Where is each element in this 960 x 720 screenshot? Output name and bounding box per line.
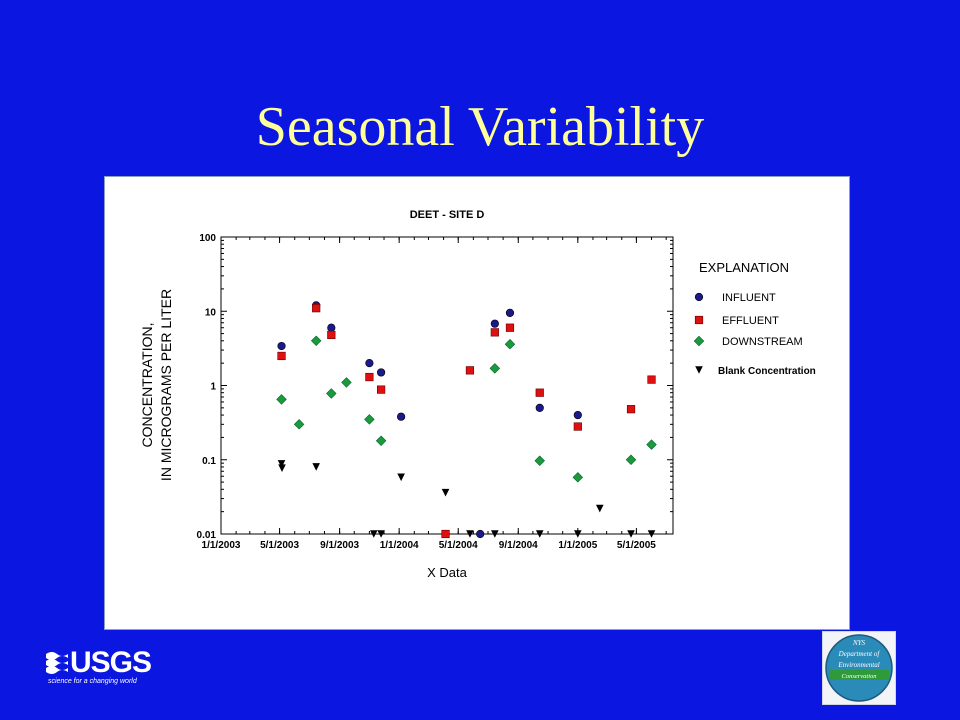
effluent-point (535, 388, 544, 397)
x-tick-label: 9/1/2004 (499, 540, 538, 551)
y-tick-label: 0.01 (197, 530, 217, 541)
y-tick-label: 10 (205, 307, 217, 318)
y-tick-label: 0.1 (202, 456, 216, 467)
data-marks (276, 301, 657, 539)
blank-concentration-point (441, 488, 450, 497)
downstream-point (625, 454, 637, 465)
svg-text:Environmental: Environmental (837, 661, 879, 669)
downstream-point (572, 472, 584, 483)
scatter-chart: DEET - SITE D X Data CONCENTRATION, IN M… (139, 209, 816, 580)
blank-concentration-point (491, 530, 499, 538)
blank-concentration-point (397, 473, 405, 482)
downstream-point (276, 394, 287, 405)
influent-point (277, 341, 286, 351)
downstream-point (375, 435, 387, 447)
x-axis-label: X Data (427, 565, 468, 580)
effluent-point (441, 529, 450, 539)
x-tick-label: 1/1/2003 (202, 540, 241, 551)
slide-title: Seasonal Variability (255, 96, 705, 158)
svg-text:Department of: Department of (838, 650, 881, 658)
usgs-wordmark: USGS (70, 646, 152, 679)
x-tick-label: 9/1/2003 (320, 540, 359, 551)
x-tick-label: 5/1/2005 (617, 540, 656, 551)
y-axis-label-line2: IN MICROGRAMS PER LITER (158, 289, 174, 481)
blank-concentration-point (277, 460, 286, 468)
blank-concentration-point (369, 530, 378, 538)
downstream-point (646, 439, 657, 450)
effluent-point (377, 385, 386, 394)
x-tick-label: 1/1/2005 (558, 540, 597, 551)
influent-point (490, 319, 499, 328)
nys-dec-seal-icon: NYS Department of Environmental Conserva… (825, 634, 893, 702)
blank-concentration-point (574, 530, 582, 538)
influent-point (535, 403, 544, 412)
chart-panel: DEET - SITE D X Data CONCENTRATION, IN M… (104, 176, 850, 630)
legend-label: DOWNSTREAM (722, 336, 803, 348)
influent-point (397, 412, 406, 421)
legend: EXPLANATION INFLUENT EFFLUENT DOWNSTREAM Bl… (693, 260, 816, 377)
effluent-point (365, 372, 374, 382)
downstream-point (326, 388, 337, 399)
influent-point (505, 308, 515, 318)
legend-marker-influent (694, 292, 704, 302)
influent-point (327, 323, 336, 332)
legend-marker-blank-concentration (695, 366, 703, 374)
chart-title: DEET - SITE D (410, 209, 485, 221)
legend-label: INFLUENT (722, 292, 776, 304)
usgs-tagline: science for a changing world (48, 678, 137, 685)
legend-title: EXPLANATION (699, 260, 789, 275)
legend-label: Blank Concentration (718, 366, 816, 377)
blank-concentration-point (278, 464, 286, 472)
y-tick-label: 1 (210, 382, 216, 393)
legend-marker-effluent (694, 315, 704, 325)
blank-concentration-point (647, 530, 656, 538)
influent-point (573, 410, 582, 420)
downstream-point (293, 419, 305, 430)
usgs-logo: USGS science for a changing world (46, 648, 166, 688)
downstream-point (504, 338, 516, 350)
x-ticks: 1/1/2003 5/1/2003 9/1/2003 1/1/2004 5/1/2004… (202, 237, 667, 551)
effluent-point (465, 366, 475, 375)
blank-concentration-point (535, 530, 544, 538)
x-tick-label: 5/1/2003 (260, 540, 299, 551)
influent-point (377, 368, 386, 377)
effluent-point (505, 323, 515, 332)
legend-marker-downstream (693, 335, 705, 347)
legend-label: EFFLUENT (722, 315, 779, 327)
downstream-point (364, 414, 375, 425)
downstream-point (534, 455, 545, 466)
svg-text:Conservation: Conservation (841, 673, 876, 680)
blank-concentration-point (466, 530, 474, 538)
y-ticks: 0.01 0.1 1 10 100 (197, 233, 673, 541)
effluent-point (327, 330, 336, 340)
effluent-point (490, 328, 499, 337)
downstream-point (489, 363, 501, 374)
blank-concentration-point (312, 463, 320, 471)
legend-items: INFLUENT EFFLUENT DOWNSTREAM Blank Concentr… (693, 292, 816, 377)
blank-concentration-point (627, 530, 635, 538)
effluent-point (573, 422, 582, 431)
x-tick-label: 1/1/2004 (380, 540, 419, 551)
influent-point (476, 529, 485, 539)
blank-concentration-point (377, 530, 385, 538)
y-axis-label-line1: CONCENTRATION, (139, 323, 155, 448)
y-tick-label: 100 (199, 233, 216, 244)
effluent-point (312, 304, 321, 313)
svg-text:NYS: NYS (852, 639, 866, 647)
effluent-point (647, 375, 656, 384)
x-tick-label: 5/1/2004 (439, 540, 478, 551)
nys-dec-logo: NYS Department of Environmental Conserva… (822, 631, 896, 705)
effluent-point (277, 351, 286, 361)
usgs-wave-mark-icon (46, 652, 68, 674)
downstream-point (341, 377, 352, 388)
blank-concentration-point (595, 504, 604, 513)
influent-point (365, 359, 374, 368)
effluent-point (626, 405, 636, 414)
downstream-point (310, 335, 322, 347)
